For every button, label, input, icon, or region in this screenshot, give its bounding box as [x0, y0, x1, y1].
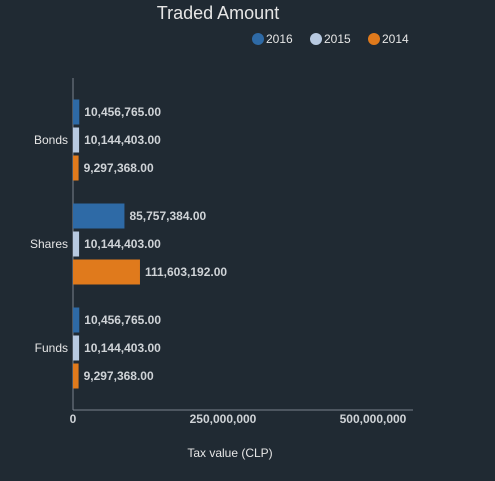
bar — [73, 363, 79, 389]
value-labels: 10,456,765.00 10,144,403.00 9,297,368.00 85… — [84, 105, 228, 383]
bar — [73, 155, 79, 181]
x-tick-label: 0 — [70, 412, 77, 426]
chart-title: Traded Amount — [157, 3, 279, 23]
legend-marker-2016 — [252, 33, 264, 45]
legend: 2016 2015 2014 — [252, 32, 409, 46]
data-label: 10,456,765.00 — [84, 105, 161, 119]
bar — [73, 99, 80, 125]
x-axis-title: Tax value (CLP) — [187, 446, 272, 460]
bar — [73, 335, 80, 361]
bar — [73, 307, 80, 333]
data-label: 10,144,403.00 — [84, 341, 161, 355]
legend-label-2016: 2016 — [266, 32, 293, 46]
data-label: 111,603,192.00 — [145, 265, 227, 279]
axes: 0 250,000,000 500,000,000 Bonds Shares Funds — [30, 78, 413, 426]
bars — [73, 99, 140, 389]
data-label: 10,144,403.00 — [84, 133, 161, 147]
legend-marker-2015 — [310, 33, 322, 45]
x-tick-label: 500,000,000 — [340, 412, 407, 426]
data-label: 9,297,368.00 — [84, 161, 154, 175]
legend-marker-2014 — [368, 33, 380, 45]
data-label: 10,456,765.00 — [84, 313, 161, 327]
bar — [73, 259, 140, 285]
data-label: 10,144,403.00 — [84, 237, 161, 251]
legend-label-2014: 2014 — [382, 32, 409, 46]
legend-label-2015: 2015 — [324, 32, 351, 46]
data-label: 9,297,368.00 — [84, 369, 154, 383]
y-category-label: Shares — [30, 237, 68, 251]
y-category-label: Funds — [35, 341, 68, 355]
data-label: 85,757,384.00 — [129, 209, 206, 223]
bar — [73, 203, 125, 229]
bar — [73, 231, 80, 257]
y-category-label: Bonds — [34, 133, 68, 147]
x-tick-label: 250,000,000 — [190, 412, 257, 426]
bar — [73, 127, 80, 153]
